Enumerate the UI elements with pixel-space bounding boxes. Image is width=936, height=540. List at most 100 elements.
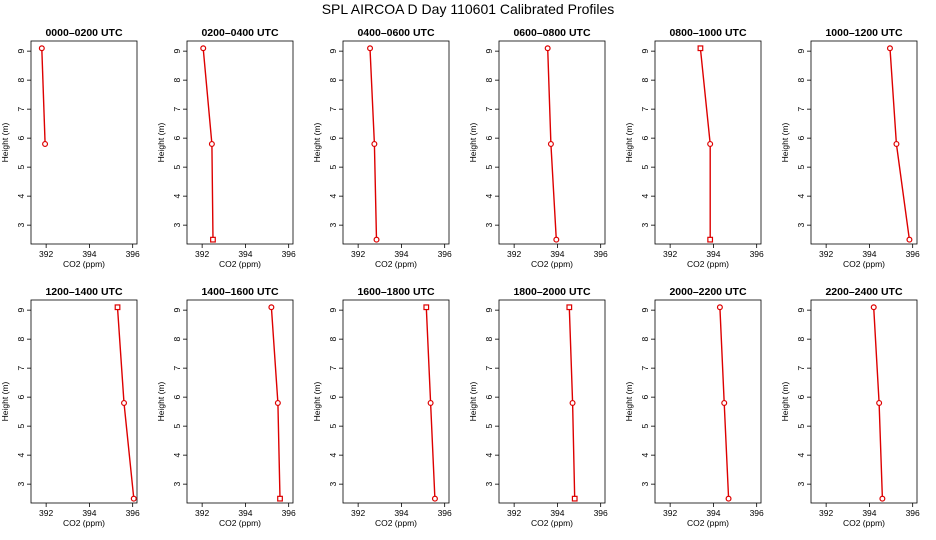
data-point — [38, 45, 45, 52]
plot-frame — [810, 40, 918, 245]
y-axis-label: Height (m) — [156, 123, 166, 163]
x-tick-label: 392 — [507, 249, 521, 259]
y-tick-label: 9 — [484, 308, 494, 313]
y-axis-label: Height (m) — [312, 382, 322, 422]
x-tick-label: 396 — [282, 249, 296, 259]
data-point — [707, 236, 714, 243]
y-tick-label: 5 — [484, 165, 494, 170]
y-axis-label: Height (m) — [468, 382, 478, 422]
y-tick-label: 9 — [796, 49, 806, 54]
profile-panel: 1200–1400 UTC 392 394 396 CO2 (ppm) 3 4 5 6 7 8 9 He… — [0, 286, 140, 528]
y-tick-label: 7 — [640, 107, 650, 112]
x-axis-label: CO2 (ppm) — [843, 518, 885, 528]
profile-panel: 1400–1600 UTC 392 394 396 CO2 (ppm) 3 4 5 6 7 8 9 He… — [156, 286, 296, 528]
x-tick-label: 396 — [750, 508, 764, 518]
data-point — [274, 399, 281, 406]
data-point — [208, 140, 215, 147]
data-point — [431, 495, 438, 502]
data-point — [210, 236, 216, 243]
y-tick-label: 8 — [640, 337, 650, 342]
data-point — [277, 495, 283, 502]
plot-frame — [810, 299, 918, 504]
y-tick-label: 5 — [328, 165, 338, 170]
x-tick-label: 394 — [82, 249, 96, 259]
y-tick-label: 9 — [640, 49, 650, 54]
y-axis-label: Height (m) — [312, 123, 322, 163]
data-point — [367, 45, 374, 52]
profile-line — [41, 48, 46, 144]
data-point — [566, 304, 573, 311]
panel-title: 2200–2400 UTC — [825, 286, 902, 298]
x-tick-label: 396 — [594, 249, 608, 259]
plot-frame — [654, 299, 762, 504]
y-tick-label: 8 — [172, 78, 182, 83]
x-axis-label: CO2 (ppm) — [375, 518, 417, 528]
x-axis-label: CO2 (ppm) — [63, 259, 105, 269]
x-tick-label: 396 — [282, 508, 296, 518]
y-tick-label: 6 — [484, 395, 494, 400]
y-tick-label: 7 — [172, 107, 182, 112]
y-tick-label: 6 — [172, 136, 182, 141]
data-point — [200, 45, 207, 52]
data-point — [423, 304, 430, 311]
y-tick-label: 4 — [796, 453, 806, 458]
y-tick-label: 8 — [328, 78, 338, 83]
y-tick-label: 6 — [796, 136, 806, 141]
y-tick-label: 8 — [16, 337, 26, 342]
x-tick-label: 392 — [351, 508, 365, 518]
y-tick-label: 3 — [796, 482, 806, 487]
y-tick-label: 6 — [640, 395, 650, 400]
x-tick-label: 392 — [819, 249, 833, 259]
y-tick-label: 4 — [796, 194, 806, 199]
x-axis-label: CO2 (ppm) — [531, 518, 573, 528]
y-tick-label: 4 — [16, 453, 26, 458]
panel-title: 1600–1800 UTC — [357, 286, 434, 298]
x-tick-label: 394 — [706, 508, 720, 518]
y-tick-label: 6 — [328, 136, 338, 141]
y-tick-label: 9 — [172, 49, 182, 54]
x-axis-label: CO2 (ppm) — [219, 518, 261, 528]
y-tick-label: 5 — [640, 165, 650, 170]
profile-panel: 1600–1800 UTC 392 394 396 CO2 (ppm) 3 4 5 6 7 8 9 He… — [312, 286, 452, 528]
profile-panel: 1800–2000 UTC 392 394 396 CO2 (ppm) 3 4 5 6 7 8 9 He… — [468, 286, 608, 528]
y-tick-label: 3 — [484, 482, 494, 487]
plot-frame — [30, 40, 138, 245]
x-tick-label: 392 — [819, 508, 833, 518]
main-title: SPL AIRCOA D Day 110601 Calibrated Profi… — [321, 1, 615, 17]
y-tick-label: 4 — [172, 194, 182, 199]
y-tick-label: 4 — [640, 194, 650, 199]
data-point — [876, 399, 883, 406]
data-point — [371, 140, 378, 147]
x-axis-label: CO2 (ppm) — [63, 518, 105, 528]
data-point — [571, 495, 578, 502]
y-tick-label: 4 — [172, 453, 182, 458]
x-tick-label: 392 — [351, 249, 365, 259]
y-tick-label: 3 — [16, 482, 26, 487]
y-tick-label: 8 — [484, 337, 494, 342]
y-tick-label: 3 — [640, 482, 650, 487]
y-tick-label: 5 — [16, 165, 26, 170]
x-tick-label: 394 — [862, 508, 876, 518]
y-tick-label: 3 — [640, 223, 650, 228]
data-point — [130, 495, 137, 502]
x-tick-label: 396 — [594, 508, 608, 518]
y-tick-label: 7 — [796, 366, 806, 371]
y-axis-label: Height (m) — [156, 382, 166, 422]
y-axis-label: Height (m) — [0, 382, 10, 422]
profile-panel: 0400–0600 UTC 392 394 396 CO2 (ppm) 3 4 5 6 7 8 9 He… — [312, 27, 452, 269]
x-tick-label: 394 — [394, 249, 408, 259]
plot-frame — [186, 40, 294, 245]
y-tick-label: 7 — [328, 366, 338, 371]
x-tick-label: 394 — [82, 508, 96, 518]
plot-frame — [342, 40, 450, 245]
y-tick-label: 7 — [640, 366, 650, 371]
y-tick-label: 9 — [484, 49, 494, 54]
x-axis-label: CO2 (ppm) — [687, 518, 729, 528]
y-tick-label: 5 — [796, 165, 806, 170]
y-tick-label: 6 — [328, 395, 338, 400]
y-tick-label: 7 — [796, 107, 806, 112]
y-axis-label: Height (m) — [780, 123, 790, 163]
y-tick-label: 8 — [796, 337, 806, 342]
y-tick-label: 6 — [16, 136, 26, 141]
profile-panel: 0600–0800 UTC 392 394 396 CO2 (ppm) 3 4 5 6 7 8 9 He… — [468, 27, 608, 269]
